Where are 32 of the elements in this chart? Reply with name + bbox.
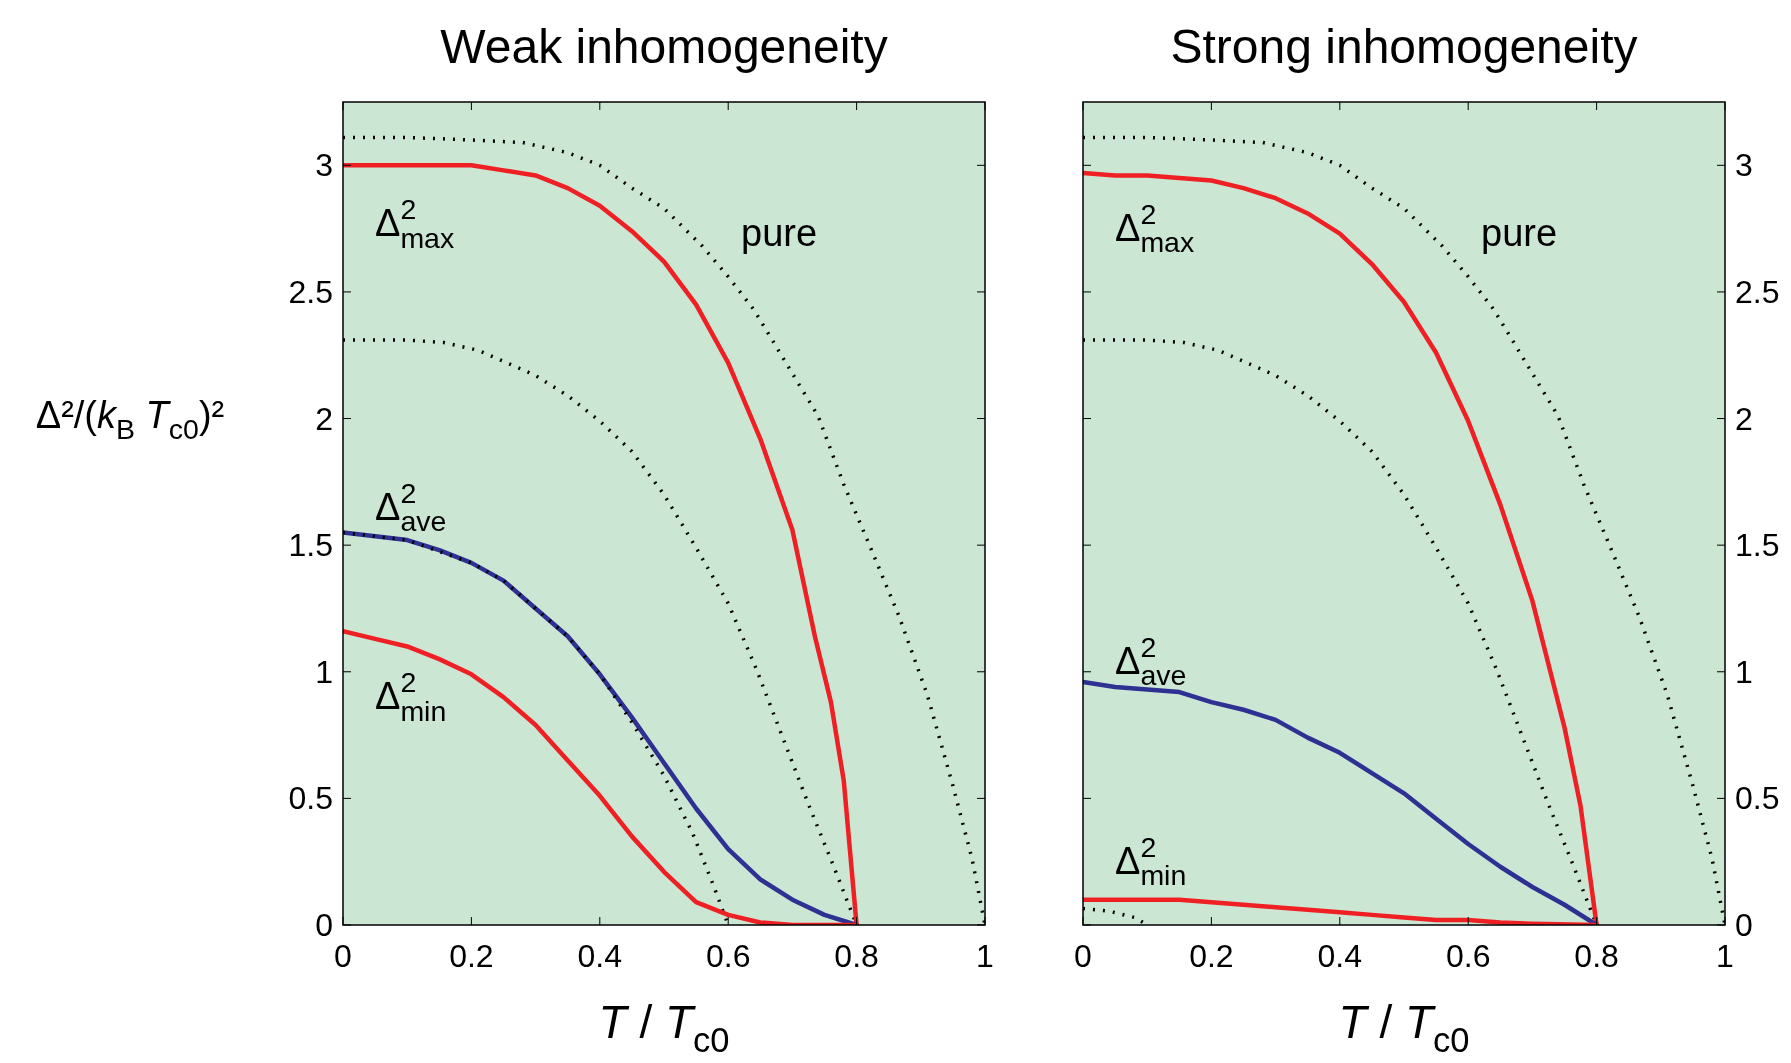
x-tick-label: 0.2 — [449, 938, 494, 974]
y2-tick-label: 2.5 — [1735, 273, 1780, 310]
y-tick-label: 1.5 — [288, 527, 333, 564]
y-tick-label: 0 — [315, 907, 333, 943]
x-tick-label: 1 — [976, 938, 994, 974]
x-tick-label: 0.8 — [1574, 938, 1619, 974]
y2-tick-label: 1 — [1735, 653, 1753, 690]
y-axis-title: Δ²/(k$_{B}$ T$_{c0}$)² — [35, 394, 225, 446]
x-tick-label: 0.2 — [1189, 938, 1234, 974]
chart-title: Weak inhomogeneity — [440, 20, 888, 73]
chart-title: Strong inhomogeneity — [1170, 20, 1638, 73]
annotation: pure — [1481, 212, 1558, 255]
x-tick-label: 0.8 — [834, 938, 879, 974]
x-tick-label: 1 — [1716, 938, 1734, 974]
y-tick-label: 2.5 — [288, 273, 333, 310]
annotation: pure — [741, 212, 818, 255]
x-axis-title: T / T$_{c0}$ — [598, 996, 730, 1059]
x-tick-label: 0.4 — [1317, 938, 1363, 974]
x-tick-label: 0 — [1074, 938, 1092, 974]
x-axis-title: T / T$_{c0}$ — [1338, 996, 1470, 1059]
y2-tick-label: 2 — [1735, 400, 1753, 437]
y2-tick-label: 1.5 — [1735, 527, 1780, 564]
y-tick-label: 1 — [315, 653, 333, 690]
y2-tick-label: 3 — [1735, 147, 1753, 184]
y2-tick-label: 0 — [1735, 907, 1753, 943]
y2-tick-label: 0.5 — [1735, 780, 1780, 817]
y-tick-label: 0.5 — [288, 780, 333, 817]
x-tick-label: 0.6 — [1445, 938, 1491, 974]
x-tick-label: 0.4 — [577, 938, 623, 974]
y-tick-label: 2 — [315, 400, 333, 437]
y-tick-label: 3 — [315, 147, 333, 184]
x-tick-label: 0.6 — [705, 938, 751, 974]
